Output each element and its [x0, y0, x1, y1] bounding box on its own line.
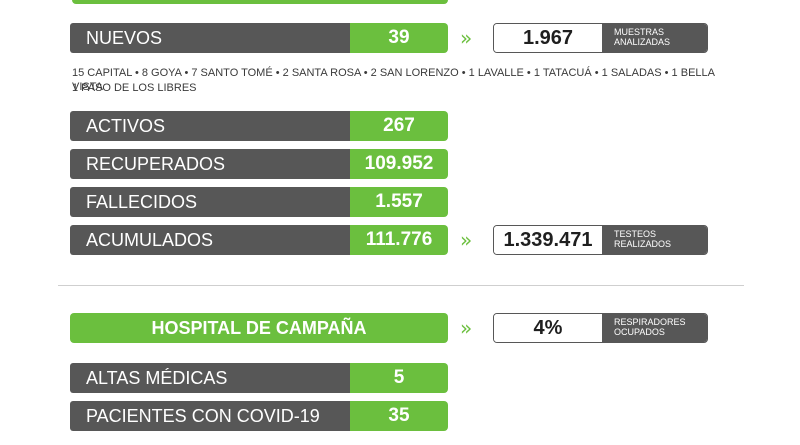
muestras-caption-line1: MUESTRAS: [614, 27, 665, 37]
pacientes-label: PACIENTES CON COVID-19: [70, 401, 350, 431]
muestras-caption-line2: ANALIZADAS: [614, 37, 671, 47]
acumulados-label: ACUMULADOS: [70, 225, 350, 255]
altas-value: 5: [350, 363, 448, 393]
nuevos-value: 39: [350, 23, 448, 53]
activos-label: ACTIVOS: [70, 111, 350, 141]
nuevos-detail-line1: 15 CAPITAL • 8 GOYA • 7 SANTO TOMÉ • 2 S…: [72, 67, 715, 93]
chevron-right-icon: »: [460, 316, 472, 340]
pacientes-value: 35: [350, 401, 448, 431]
fallecidos-label: FALLECIDOS: [70, 187, 350, 217]
activos-value: 267: [350, 111, 448, 141]
respiradores-caption-line2: OCUPADOS: [614, 327, 665, 337]
recuperados-value: 109.952: [350, 149, 448, 179]
hospital-title: HOSPITAL DE CAMPAÑA: [70, 313, 448, 343]
nuevos-detail-line2: 1 PASO DE LOS LIBRES: [72, 82, 197, 94]
section-divider: [58, 285, 744, 286]
respiradores-caption: RESPIRADORES OCUPADOS: [602, 314, 707, 342]
testeos-caption-line2: REALIZADOS: [614, 239, 672, 249]
nuevos-label: NUEVOS: [70, 23, 350, 53]
top-banner: [72, 0, 448, 4]
respiradores-value: 4%: [494, 314, 602, 342]
altas-label: ALTAS MÉDICAS: [70, 363, 350, 393]
respiradores-caption-line1: RESPIRADORES: [614, 317, 686, 327]
acumulados-value: 111.776: [350, 225, 448, 255]
muestras-pill: 1.967 MUESTRAS ANALIZADAS: [493, 23, 708, 53]
testeos-caption: TESTEOS REALIZADOS: [602, 226, 707, 254]
testeos-value: 1.339.471: [494, 226, 602, 254]
chevron-right-icon: »: [460, 26, 472, 50]
fallecidos-value: 1.557: [350, 187, 448, 217]
respiradores-pill: 4% RESPIRADORES OCUPADOS: [493, 313, 708, 343]
recuperados-label: RECUPERADOS: [70, 149, 350, 179]
muestras-value: 1.967: [494, 24, 602, 52]
muestras-caption: MUESTRAS ANALIZADAS: [602, 24, 707, 52]
testeos-pill: 1.339.471 TESTEOS REALIZADOS: [493, 225, 708, 255]
testeos-caption-line1: TESTEOS: [614, 229, 657, 239]
chevron-right-icon: »: [460, 228, 472, 252]
